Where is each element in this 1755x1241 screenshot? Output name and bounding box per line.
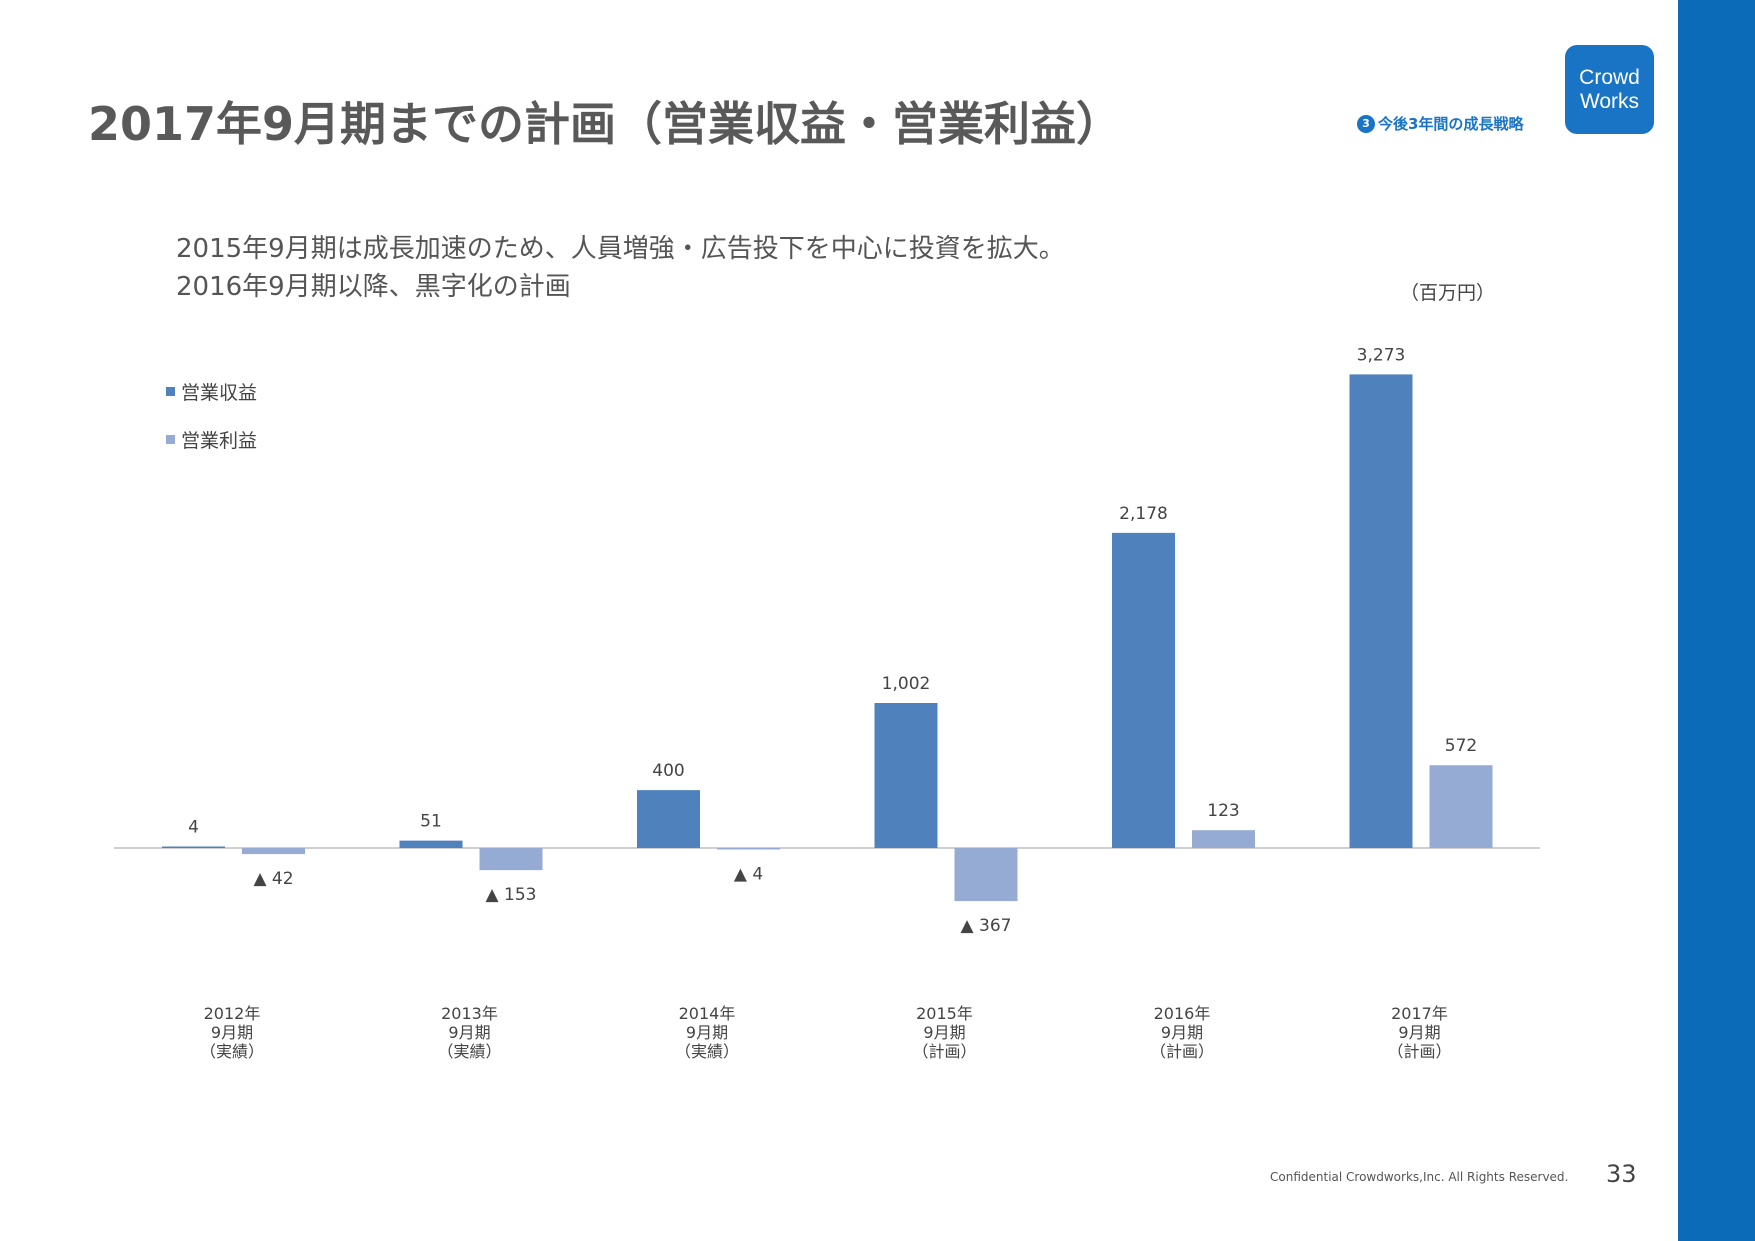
x-tick-label-4-0: 2016年 xyxy=(1154,1004,1211,1023)
x-tick-label-1-0: 2013年 xyxy=(441,1004,498,1023)
data-label-profit-0: ▲ 42 xyxy=(253,869,293,889)
data-label-revenue-3: 1,002 xyxy=(882,674,931,694)
data-label-revenue-4: 2,178 xyxy=(1119,504,1168,524)
bar-profit-2 xyxy=(717,848,780,850)
bar-revenue-1 xyxy=(399,840,463,848)
x-tick-label-1-1: 9月期 xyxy=(448,1023,490,1042)
x-tick-label-1-2: （実績） xyxy=(437,1042,501,1061)
logo-line-2: Works xyxy=(1579,89,1640,113)
legend-item-profit: 営業利益 xyxy=(166,426,257,453)
x-tick-label-0-0: 2012年 xyxy=(204,1004,261,1023)
legend-label-profit: 営業利益 xyxy=(181,430,258,452)
legend-item-revenue: 営業収益 xyxy=(166,378,257,405)
bar-profit-5 xyxy=(1429,765,1493,848)
x-tick-label-5-1: 9月期 xyxy=(1398,1023,1440,1042)
legend-label-revenue: 営業収益 xyxy=(181,382,258,404)
subtitle: 2015年9月期は成長加速のため、人員増強・広告投下を中心に投資を拡大。 201… xyxy=(176,230,1065,306)
side-accent-bar xyxy=(1678,0,1755,1241)
bar-profit-0 xyxy=(242,848,305,855)
data-label-revenue-5: 3,273 xyxy=(1357,345,1406,365)
data-label-profit-1: ▲ 153 xyxy=(486,885,537,905)
data-label-profit-5: 572 xyxy=(1445,736,1477,756)
bar-revenue-3 xyxy=(874,703,938,848)
x-tick-label-0-1: 9月期 xyxy=(211,1023,253,1042)
legend-swatch-revenue xyxy=(166,387,175,396)
x-tick-label-3-1: 9月期 xyxy=(923,1023,965,1042)
x-tick-label-4-1: 9月期 xyxy=(1161,1023,1203,1042)
crowdworks-logo: Crowd Works xyxy=(1565,45,1654,134)
bar-profit-1 xyxy=(479,848,543,871)
logo-line-1: Crowd xyxy=(1579,65,1640,89)
x-tick-label-4-2: （計画） xyxy=(1150,1042,1214,1061)
section-indicator: 3 今後3年間の成長戦略 xyxy=(1357,113,1523,134)
data-label-profit-2: ▲ 4 xyxy=(734,865,763,885)
data-label-revenue-2: 400 xyxy=(652,761,684,781)
page-title: 2017年9月期までの計画（営業収益・営業利益） xyxy=(88,97,1123,151)
bar-profit-4 xyxy=(1192,830,1255,848)
data-label-profit-4: 123 xyxy=(1207,801,1239,821)
bar-revenue-2 xyxy=(637,790,700,848)
legend-swatch-profit xyxy=(166,435,175,444)
section-label: 今後3年間の成長戦略 xyxy=(1378,115,1524,133)
bar-revenue-4 xyxy=(1112,532,1175,848)
copyright-footer: Confidential Crowdworks,Inc. All Rights … xyxy=(1270,1170,1569,1184)
bar-revenue-5 xyxy=(1349,374,1413,848)
x-tick-label-5-2: （計画） xyxy=(1387,1042,1451,1061)
x-tick-label-2-1: 9月期 xyxy=(686,1023,728,1042)
bar-revenue-0 xyxy=(162,846,225,848)
bar-profit-3 xyxy=(954,848,1018,902)
data-label-revenue-1: 51 xyxy=(420,812,442,832)
section-number-badge: 3 xyxy=(1357,114,1375,133)
page-number: 33 xyxy=(1606,1160,1637,1188)
x-tick-label-3-2: （計画） xyxy=(912,1042,976,1061)
subtitle-line-1: 2015年9月期は成長加速のため、人員増強・広告投下を中心に投資を拡大。 xyxy=(176,234,1065,264)
data-label-profit-3: ▲ 367 xyxy=(961,916,1012,936)
data-label-revenue-0: 4 xyxy=(188,818,199,838)
x-tick-label-2-2: （実績） xyxy=(675,1042,739,1061)
x-tick-label-0-2: （実績） xyxy=(200,1042,264,1061)
subtitle-line-2: 2016年9月期以降、黒字化の計画 xyxy=(176,272,571,302)
unit-label: （百万円） xyxy=(1400,282,1496,304)
x-tick-label-5-0: 2017年 xyxy=(1391,1004,1448,1023)
x-tick-label-2-0: 2014年 xyxy=(679,1004,736,1023)
x-tick-label-3-0: 2015年 xyxy=(916,1004,973,1023)
